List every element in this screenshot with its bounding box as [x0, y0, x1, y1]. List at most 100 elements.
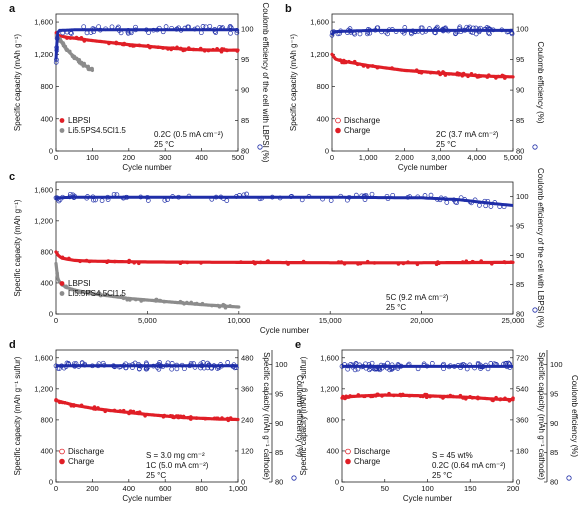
capacity-point: [125, 297, 130, 302]
ce-point: [338, 193, 344, 199]
ce-point: [109, 24, 115, 30]
capacity-point: [352, 59, 357, 64]
ce-point: [228, 30, 233, 36]
capacity-point: [74, 35, 79, 40]
capacity-point: [79, 403, 84, 408]
ce-point: [85, 194, 90, 199]
capacity-point: [434, 262, 439, 267]
ce-point: [406, 361, 412, 367]
ce-point: [405, 362, 411, 368]
capacity-point: [54, 398, 58, 403]
ce-point: [211, 363, 217, 368]
y-axis-label-right: Coulomb efficiency (%): [570, 375, 579, 457]
ce-point: [228, 25, 234, 30]
capacity-point: [212, 416, 217, 421]
capacity-point: [206, 48, 211, 53]
panel-label: a: [9, 3, 16, 15]
ce-point: [145, 198, 151, 203]
capacity-point: [428, 394, 432, 399]
capacity-point: [137, 43, 142, 48]
ce-point: [138, 363, 144, 369]
ce-point: [169, 25, 174, 31]
ce-point: [115, 26, 120, 31]
y-tick-label: 0: [49, 310, 53, 319]
capacity-point: [216, 416, 220, 421]
ce-point: [396, 363, 402, 368]
capacity-point: [392, 393, 396, 398]
y-tick-label: 0: [49, 478, 53, 487]
capacity-point: [168, 414, 173, 418]
x-tick-label: 10,000: [227, 316, 250, 325]
capacity-point: [67, 256, 71, 261]
ce-point: [192, 26, 198, 32]
capacity-point: [361, 64, 366, 68]
series-capacity: [54, 398, 240, 423]
ce-point: [485, 26, 491, 32]
ce-point: [127, 362, 132, 368]
series-ce: [53, 191, 514, 210]
capacity-point: [128, 409, 133, 414]
x-tick-label: 2,000: [395, 153, 414, 162]
ce-point: [424, 363, 430, 369]
ce-point: [428, 192, 434, 198]
capacity-point: [189, 415, 193, 419]
ce-point: [469, 200, 474, 206]
capacity-point: [181, 414, 186, 419]
ce-trace: [56, 195, 514, 207]
capacity-point: [59, 39, 63, 43]
ce-point: [111, 191, 117, 197]
capacity-point: [146, 43, 150, 48]
ce-point: [457, 24, 463, 30]
ce-point: [483, 362, 489, 368]
ce-point: [440, 362, 446, 368]
y-tick-label: 0: [49, 147, 53, 156]
capacity-point: [70, 54, 75, 58]
annotation: 0.2C (0.64 mA cm⁻²): [432, 461, 506, 470]
panel-a: a 0 100 200 300 400 500 Cycle number 0 400 800 1,20…: [9, 3, 270, 172]
y-axis-label-right-cap: Specific capacity (mAh g⁻¹ cathode): [262, 352, 271, 480]
y-tick-label-right: 85: [516, 280, 524, 289]
ce-point: [361, 364, 366, 369]
ce-point: [130, 362, 136, 367]
annotations: S = 45 wt%0.2C (0.64 mA cm⁻²)25 °C: [432, 451, 506, 480]
ce-point: [118, 364, 123, 369]
y-tick-label-right-cap: 240: [241, 415, 254, 424]
series-capacity: [330, 52, 515, 80]
ce-point: [82, 362, 87, 368]
ce-point: [369, 360, 375, 366]
ce-point: [234, 28, 240, 33]
ce-point: [209, 365, 215, 371]
ce-point: [338, 28, 343, 34]
y-tick-label: 800: [40, 415, 53, 424]
annotations: 5C (9.2 mA cm⁻²)25 °C: [386, 293, 449, 312]
annotations: 2C (3.7 mA cm⁻²)25 °C: [436, 130, 499, 149]
capacity-point: [113, 259, 117, 264]
ce-point: [488, 204, 494, 209]
annotations: 0.2C (0.5 mA cm⁻²)25 °C: [154, 130, 223, 149]
y-tick-label-right: 85: [550, 448, 558, 457]
ce-point: [372, 27, 378, 33]
ce-point: [54, 57, 59, 63]
ce-point: [473, 25, 479, 31]
y-tick-label: 800: [40, 247, 53, 256]
ce-point: [488, 361, 494, 366]
capacity-point: [60, 255, 65, 260]
ce-point: [165, 197, 170, 202]
y-tick-label-right: 100: [275, 360, 288, 369]
capacity-point: [142, 298, 146, 302]
x-tick-label: 600: [159, 484, 172, 493]
capacity-point: [286, 262, 290, 266]
capacity-point: [239, 260, 243, 264]
y-tick-label-right: 95: [516, 55, 524, 64]
capacity-point: [370, 64, 375, 68]
capacity-point: [225, 48, 229, 53]
capacity-point: [120, 42, 125, 46]
capacity-point: [396, 262, 401, 266]
ce-point: [422, 193, 428, 198]
ce-point: [71, 194, 77, 200]
series-ce: [53, 360, 239, 372]
ce-point: [121, 195, 127, 201]
capacity-point: [74, 57, 79, 61]
ce-trace: [54, 28, 238, 60]
capacity-point: [63, 401, 67, 405]
